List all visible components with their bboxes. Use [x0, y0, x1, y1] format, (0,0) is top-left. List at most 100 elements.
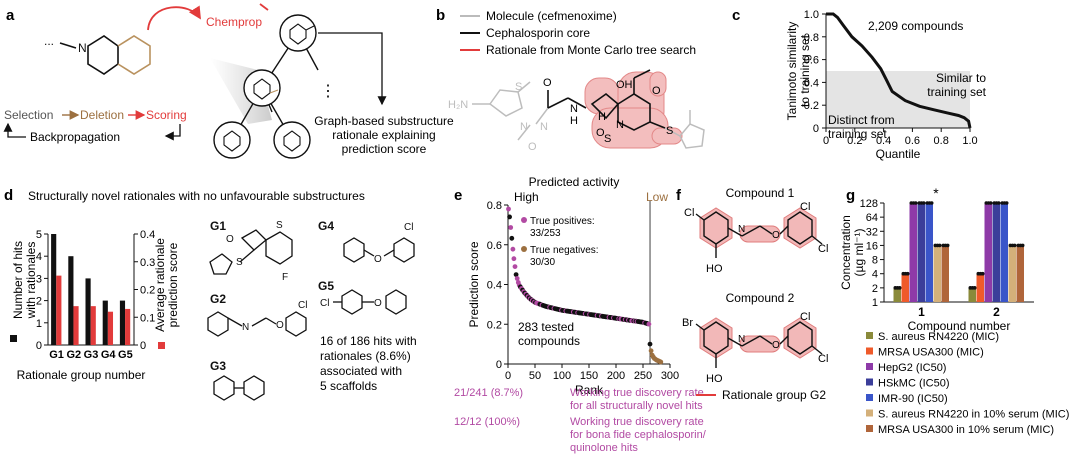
y-tick-label: 0.2: [804, 100, 819, 112]
rank-point: [507, 214, 512, 220]
atom-h: H: [570, 115, 578, 127]
legend-rationale: Rationale from Monte Carlo tree search: [486, 43, 696, 57]
x-axis-label: Quantile: [876, 147, 921, 161]
rank-point: [648, 348, 654, 354]
caption-line2: rationale explaining: [332, 128, 435, 142]
replicate-dot: [972, 286, 977, 290]
high-label: High: [514, 190, 539, 204]
caption-line1: Graph-based substructure: [314, 114, 454, 128]
similarity-chart: 0 0.2 0.4 0.6 0.8 1.0 0 0.2 0.4 0.6 0.8 1.0 Quantile…: [785, 9, 978, 161]
rank-point: [511, 256, 517, 262]
y-tick-label-right: 0.2: [140, 285, 155, 297]
svg-text:S: S: [236, 257, 243, 268]
y-tick-label-left: 4: [36, 251, 42, 263]
panel-letter: a: [6, 7, 15, 24]
x-tick-label: 50: [529, 370, 541, 382]
x-tick-label: 0: [505, 370, 511, 382]
x-tick-label: 2: [993, 305, 1000, 319]
legend-swatch: [866, 409, 873, 417]
svg-text:O: O: [772, 340, 780, 351]
svg-text:S: S: [276, 220, 283, 231]
svg-text:G4: G4: [318, 219, 334, 233]
legend-label: IMR-90 (IC50): [878, 393, 948, 405]
summary-line3: associated with: [320, 364, 402, 378]
summary-line4: 5 scaffolds: [320, 379, 377, 393]
atom-o: O: [543, 77, 552, 89]
svg-text:G2: G2: [210, 292, 226, 306]
atom-s: S: [666, 125, 673, 137]
rank-point: [647, 341, 653, 347]
legend-swatch: [866, 363, 873, 370]
atom-n: N: [570, 103, 578, 115]
y-label-left-2: with rationales: [24, 242, 38, 320]
svg-text:O: O: [374, 298, 382, 309]
replicate-dot: [945, 243, 950, 248]
y-axis-label: Prediction score: [467, 241, 481, 327]
atom-s: S: [515, 81, 522, 93]
tested-2: compounds: [518, 334, 580, 348]
atom-n: N: [78, 41, 87, 55]
group-scaffolds: G1 S F O S G2 N O Cl G3 G4 O: [207, 219, 415, 401]
legend-label: MRSA USA300 (MIC): [878, 347, 984, 359]
concentration-bar: [984, 203, 992, 302]
panel-letter: g: [846, 187, 855, 204]
rate-text-2a: Working true discovery rate: [570, 416, 704, 428]
y-tick-label: 0.4: [804, 77, 819, 89]
caption-line3: prediction score: [342, 142, 427, 156]
x-tick-label: 0.8: [934, 135, 949, 147]
x-tick-label: 150: [580, 370, 598, 382]
compound-structures: Cl Cl Cl HO N O Br Cl Cl HO N O: [682, 201, 828, 385]
atom-h: H: [598, 111, 606, 123]
bar-hits: [51, 234, 57, 345]
rank-point: [513, 272, 519, 277]
y-tick-label-left: 3: [36, 273, 42, 285]
legend-tp-1: True positives:: [530, 216, 595, 227]
cefmenoxime-structure: H₂N S N N O O N H O OH O N S: [448, 69, 705, 153]
replicate-dot: [980, 271, 985, 276]
atom-oh: OH: [616, 79, 633, 91]
compound2-title: Compound 2: [726, 291, 795, 305]
rank-point: [646, 321, 652, 327]
legend-g2: Rationale group G2: [722, 388, 826, 402]
atom-s: S: [604, 133, 611, 145]
legend-label: HSkMC (IC50): [878, 378, 950, 390]
rank-point: [658, 359, 664, 365]
similarity-curve: [826, 12, 972, 129]
x-tick-label: 100: [553, 370, 571, 382]
atom-h2n: H₂N: [448, 99, 468, 111]
rate-value-2: 12/12 (100%): [454, 416, 520, 428]
y-axis-label-2: (µg ml⁻¹): [852, 229, 866, 277]
concentration-bar: [992, 203, 1000, 302]
svg-text:Cl: Cl: [800, 201, 810, 213]
right-axis-swatch: [158, 342, 165, 349]
y-tick-label: 0.4: [487, 280, 502, 292]
concentration-bar: [917, 203, 925, 302]
x-tick-label: 0: [823, 135, 829, 147]
svg-text:Cl: Cl: [404, 222, 413, 233]
distinct-note-1: Distinct from: [828, 113, 895, 127]
y-tick-label: 128: [860, 198, 878, 210]
x-tick-label: G5: [118, 349, 133, 361]
svg-text:N: N: [738, 224, 745, 235]
svg-text:G5: G5: [318, 279, 334, 293]
replicate-dot: [1020, 243, 1025, 248]
tested-1: 283 tested: [518, 320, 574, 334]
atom-o: O: [528, 141, 537, 153]
panel-g-legend: S. aureus RN4220 (MIC) MRSA USA300 (MIC) H…: [866, 331, 1069, 436]
svg-text:Cl: Cl: [320, 298, 329, 309]
panel-e: e Predicted activity High Low 0 0.2 0.4 0.6…: [454, 175, 707, 454]
chemprop-label: Chemprop: [206, 15, 262, 29]
x-tick-label: 0.4: [876, 135, 891, 147]
rank-point: [509, 235, 515, 241]
y-tick-label: 0.2: [487, 319, 502, 331]
svg-text:HO: HO: [706, 263, 723, 275]
bar-hits: [68, 256, 74, 345]
svg-text:Cl: Cl: [298, 300, 307, 311]
y-tick-label: 0.6: [487, 240, 502, 252]
x-tick-label: 1: [918, 305, 925, 319]
rank-point: [510, 246, 516, 252]
svg-text:HO: HO: [706, 373, 723, 385]
y-tick-label-left: 1: [36, 318, 42, 330]
